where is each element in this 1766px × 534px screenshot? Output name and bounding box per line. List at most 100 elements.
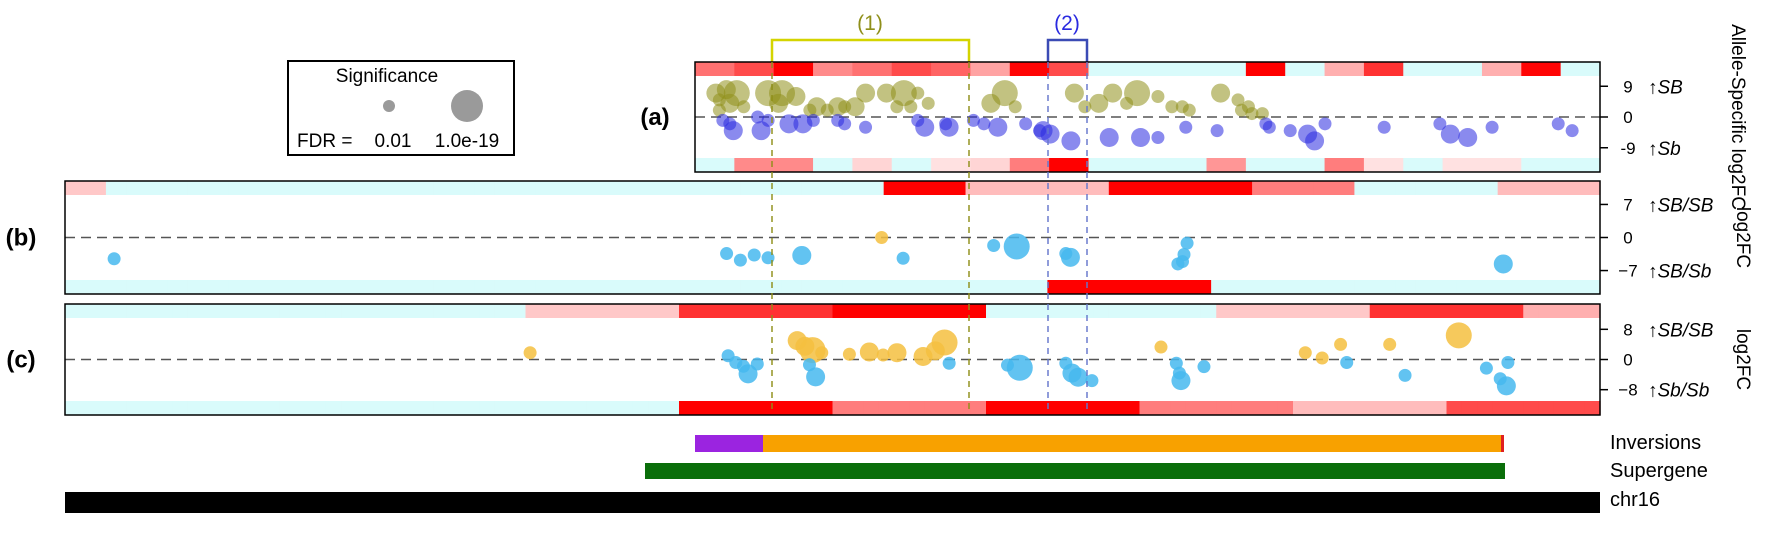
top-strip-cell (290, 181, 312, 195)
bottom-strip-cell (80, 401, 97, 415)
chr16-track: chr16 (65, 489, 1660, 513)
top-strip-cell (1231, 304, 1248, 318)
top-strip-cell (1584, 304, 1601, 318)
top-strip-cell (658, 181, 680, 195)
top-strip-cell (832, 304, 849, 318)
top-strip-cell (351, 181, 373, 195)
top-strip-cell (740, 181, 762, 195)
data-point (712, 103, 726, 117)
top-strip-cell (1093, 304, 1110, 318)
bottom-strip-cell (65, 280, 87, 294)
top-strip-cell (556, 181, 578, 195)
bottom-strip-cell (694, 401, 711, 415)
bottom-strip-cell (740, 401, 757, 415)
top-strip-cell (433, 304, 450, 318)
top-strip-cell (842, 181, 864, 195)
bottom-strip-cell (1093, 401, 1110, 415)
bottom-strip-cell (801, 401, 818, 415)
bottom-strip-cell (586, 401, 603, 415)
bottom-strip-cell (1129, 280, 1151, 294)
bottom-strip-cell (1285, 158, 1326, 172)
top-strip-cell (1481, 62, 1522, 76)
bottom-strip-cell (1078, 401, 1095, 415)
bottom-strip-cell (556, 280, 578, 294)
bottom-strip-cell (310, 280, 332, 294)
data-point (890, 80, 917, 107)
top-strip-cell (965, 181, 987, 195)
bottom-strip-cell (1507, 401, 1524, 415)
data-point (1131, 128, 1151, 147)
top-strip-cell (1211, 181, 1233, 195)
y-tick-label: 0 (1623, 351, 1632, 370)
top-strip-cell (1246, 304, 1263, 318)
bottom-strip-cell (1403, 158, 1444, 172)
data-point (896, 251, 910, 265)
bottom-strip-cell (891, 158, 932, 172)
y-tick-label: −8 (1618, 381, 1637, 400)
top-strip-cell (1313, 181, 1335, 195)
bottom-strip-cell (904, 280, 926, 294)
top-strip-cell (1442, 62, 1483, 76)
bottom-strip-cell (965, 280, 987, 294)
bottom-strip-cell (1245, 158, 1286, 172)
bottom-strip-cell (1492, 401, 1509, 415)
data-point (1179, 120, 1193, 134)
top-strip-cell (1308, 304, 1325, 318)
data-point (779, 114, 799, 134)
top-strip-cell (1001, 304, 1018, 318)
top-strip-cell (1492, 304, 1509, 318)
bottom-strip-cell (1049, 158, 1090, 172)
bottom-strip-cell (1231, 280, 1253, 294)
data-point (1006, 354, 1033, 381)
top-strip-cell (208, 181, 230, 195)
region-guide-lines (771, 62, 1088, 414)
top-strip-cell (801, 304, 818, 318)
bottom-strip-cell (372, 280, 394, 294)
top-strip-cell (218, 304, 235, 318)
inversions-label: Inversions (1610, 432, 1701, 454)
bottom-strip-cell (1333, 280, 1355, 294)
top-strip-cell (535, 181, 557, 195)
data-point (1120, 96, 1134, 110)
top-strip-cell (1538, 304, 1555, 318)
bottom-strip-cell (699, 280, 721, 294)
top-strip-cell (1385, 304, 1402, 318)
bottom-strip-cell (1521, 158, 1562, 172)
bottom-strip-cell (1374, 280, 1396, 294)
data-point (1182, 103, 1196, 117)
bottom-strip-cell (863, 280, 885, 294)
bottom-strip-cell (249, 401, 266, 415)
bottom-strip-cell (832, 401, 849, 415)
top-strip-cell (679, 304, 695, 318)
bottom-strip-cell (571, 401, 588, 415)
top-strip-cell (1108, 181, 1130, 195)
bottom-strip-cell (1324, 158, 1365, 172)
bottom-strip-cell (1231, 401, 1248, 415)
top-strip-cell (970, 304, 987, 318)
top-strip-cell (813, 62, 853, 76)
bottom-strip-cell (1497, 280, 1519, 294)
panel-label: (b) (6, 225, 37, 252)
supergene-bar (645, 463, 1505, 479)
top-strip-cell (755, 304, 772, 318)
data-point (876, 348, 890, 362)
data-point (845, 97, 865, 117)
top-strip-cell (157, 304, 174, 318)
top-strip-cell (904, 181, 926, 195)
bottom-strip-cell (525, 401, 542, 415)
top-strip-cell (1062, 304, 1079, 318)
data-point (842, 347, 856, 361)
bottom-strip-cell (1216, 401, 1233, 415)
bottom-strip-cell (540, 401, 557, 415)
top-strip-cell (1149, 181, 1171, 195)
bottom-strip-cell (719, 280, 741, 294)
top-strip-cell (771, 304, 788, 318)
bottom-strip-cell (402, 401, 419, 415)
data-point (747, 248, 761, 262)
bottom-strip-cell (1400, 401, 1417, 415)
data-point (1019, 117, 1033, 131)
chr16-label: chr16 (1610, 489, 1660, 511)
top-strip-cell (617, 181, 639, 195)
data-point (723, 121, 743, 141)
top-strip-cell (1324, 62, 1365, 76)
